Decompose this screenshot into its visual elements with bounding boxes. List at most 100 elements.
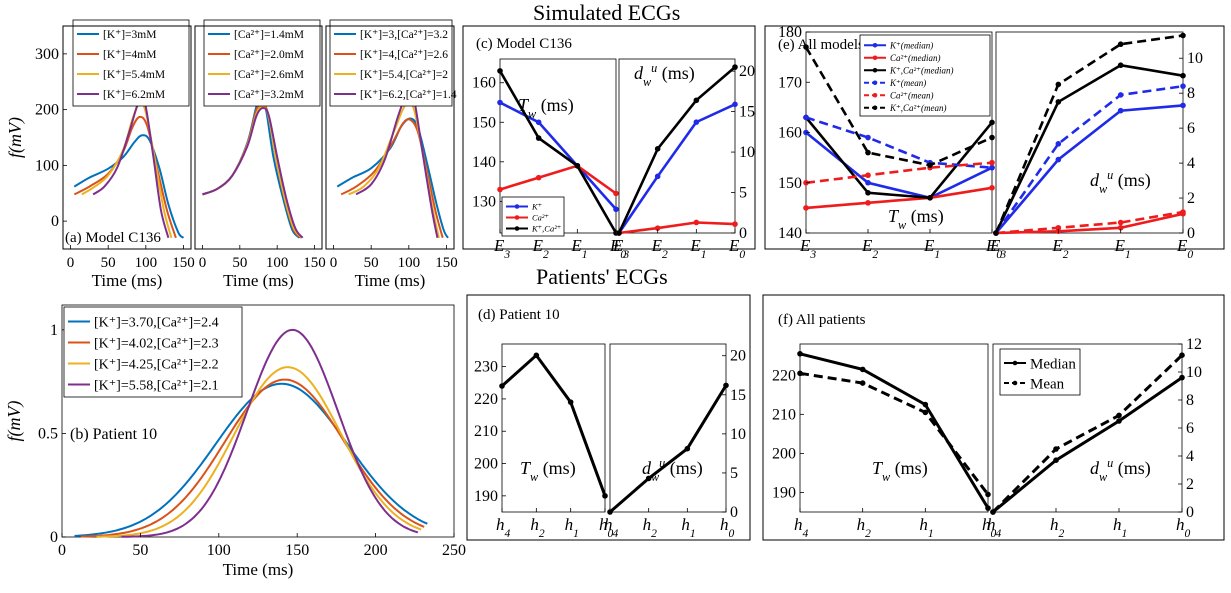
series-line-1 — [995, 104, 1184, 234]
x-axis-label: Time (ms) — [92, 271, 163, 290]
legend-entry: [Ca²⁺]=3.2mM — [234, 89, 304, 101]
legend-entry: K⁺,Ca²⁺ — [531, 224, 561, 234]
legend-marker — [872, 42, 878, 48]
data-point — [732, 221, 738, 227]
data-point — [865, 172, 871, 179]
data-point — [865, 200, 871, 206]
ytick-label: 8 — [1186, 392, 1194, 409]
legend-entry: [K⁺]=6.2,[Ca²⁺]=1.4 — [360, 89, 457, 101]
data-point — [732, 64, 738, 70]
data-point — [1055, 141, 1062, 147]
legend-entry: [K⁺]=4.02,[Ca²⁺]=2.3 — [94, 337, 219, 352]
panel-frame — [62, 25, 192, 250]
plot-area — [61, 304, 455, 538]
series-line-4 — [121, 328, 419, 538]
data-point — [654, 225, 661, 231]
series-line-1 — [617, 103, 736, 234]
data-point — [693, 97, 700, 104]
panel-frame-c — [462, 25, 756, 250]
xtick-label: 50 — [101, 255, 116, 271]
inner-axis-label: dwu (ms) — [642, 456, 703, 484]
xtick-label: h1 — [919, 515, 933, 540]
ytick-label: 0 — [50, 529, 58, 546]
chart-d2: 0 5 10 15 20 h4 h2 h1 h0 dwu (ms) — [604, 343, 746, 540]
data-point — [1117, 62, 1124, 69]
y-axis-label: f(mV) — [5, 117, 26, 158]
data-point — [1116, 412, 1122, 419]
legend-entry: [K⁺]=5.4mM — [103, 69, 165, 81]
ytick-label: 10 — [1186, 364, 1202, 381]
data-point — [989, 184, 995, 191]
data-point — [1179, 352, 1185, 359]
y-axis-label: f(mV) — [4, 401, 25, 442]
series-line-4 — [805, 116, 993, 169]
data-point — [1055, 224, 1062, 231]
legend-box — [859, 34, 991, 117]
xtick-label: h2 — [530, 515, 545, 540]
legend-marker — [872, 80, 878, 86]
series-line-2 — [799, 371, 990, 496]
data-point — [1117, 92, 1124, 98]
series-line-1 — [336, 117, 449, 239]
chart-a3: 0 50 100 150 Time (ms) [K⁺]=3,[Ca²⁺]=3.2 [K⁺]=… — [325, 19, 458, 290]
data-point — [1055, 156, 1062, 163]
ytick-label: 15 — [730, 387, 746, 404]
series-line-1 — [805, 131, 993, 200]
series-line-3 — [994, 63, 1184, 234]
data-point — [693, 119, 700, 125]
ytick-label: 220 — [772, 367, 796, 384]
series-line-1 — [609, 384, 728, 514]
xtick-label: E2 — [1051, 236, 1068, 261]
inner-axis-label: Tw (ms) — [888, 206, 944, 232]
series-line-2 — [618, 221, 736, 235]
data-point — [535, 135, 542, 141]
legend-marker — [872, 92, 878, 98]
x-axis-label: Time (ms) — [223, 560, 294, 579]
series-line-1 — [73, 134, 185, 239]
ytick-label: 10 — [739, 144, 755, 161]
xtick-label: E2 — [532, 236, 549, 261]
ytick-label: 180 — [778, 24, 802, 41]
chart-f2: 0 2 4 6 8 10 12 h4 h2 h1 h0 dwu (ms) Median Mean — [987, 336, 1202, 540]
xtick-label: 150 — [435, 255, 458, 271]
series-line-1 — [799, 352, 990, 509]
xtick-label: 150 — [285, 542, 309, 559]
ytick-label: 0 — [1186, 504, 1194, 521]
x-axis-label: Time (ms) — [355, 271, 426, 290]
ytick-label: 5 — [739, 185, 747, 202]
xtick-label: h2 — [1050, 515, 1065, 540]
ytick-label: 0.5 — [38, 425, 58, 442]
plot-area — [995, 31, 1184, 234]
chart-d1: 190 200 210 220 230 h4 h2 h1 h0 Tw (ms) (d) Patien… — [474, 307, 614, 540]
data-point — [927, 162, 933, 168]
data-point — [654, 146, 661, 152]
inner-axis-label: Tw (ms) — [518, 95, 574, 121]
legend-marker — [514, 204, 520, 209]
series-line-3 — [498, 70, 618, 234]
data-point — [803, 114, 809, 121]
xtick-label: h4 — [794, 515, 809, 540]
ytick-label: 10 — [730, 426, 746, 443]
legend-entry: K⁺(mean) — [889, 78, 926, 88]
legend-marker — [872, 55, 878, 61]
legend-entry: [Ca²⁺]=1.4mM — [234, 29, 304, 41]
ytick-label: 160 — [778, 125, 802, 142]
data-point — [989, 119, 995, 126]
series-line-1 — [499, 101, 617, 211]
series-line-2 — [499, 164, 617, 195]
xtick-label: 0 — [58, 542, 66, 559]
ytick-label: 4 — [1186, 448, 1194, 465]
data-point — [533, 352, 540, 359]
panel-label: (f) All patients — [778, 312, 866, 328]
legend-entry: [Ca²⁺]=2.6mM — [234, 69, 304, 81]
ytick-label: 8 — [1187, 85, 1195, 102]
series-line-4 — [202, 106, 304, 239]
legend-box — [72, 19, 190, 107]
inner-axis-label: Tw (ms) — [520, 458, 576, 484]
xtick-label: 150 — [172, 255, 195, 271]
xtick-label: 50 — [132, 542, 148, 559]
xtick-label: E3 — [989, 236, 1006, 261]
legend-entry: K⁺ — [531, 202, 542, 212]
panel-label: (c) Model C136 — [476, 36, 572, 52]
xtick-label: 100 — [398, 255, 421, 271]
